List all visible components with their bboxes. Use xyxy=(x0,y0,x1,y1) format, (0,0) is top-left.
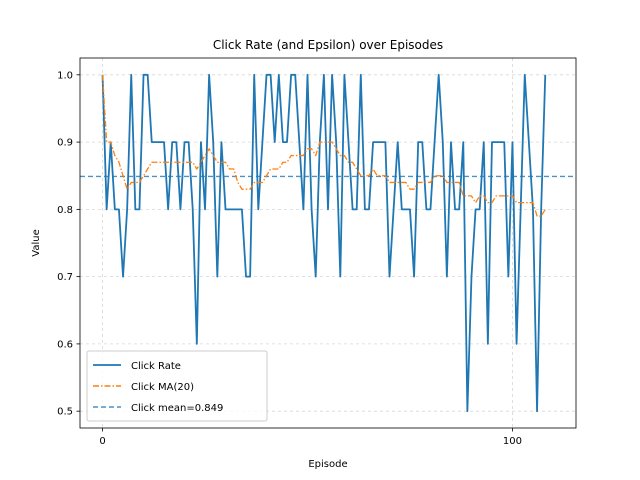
x-tick-label: 100 xyxy=(503,436,522,447)
chart-title: Click Rate (and Epsilon) over Episodes xyxy=(213,38,443,52)
plot-frame xyxy=(79,57,577,429)
legend-label-click-ma: Click MA(20) xyxy=(131,382,194,393)
legend-label-click-rate: Click Rate xyxy=(131,361,181,372)
series-layer xyxy=(101,73,547,413)
x-axis-title: Episode xyxy=(308,459,347,470)
legend: Click Rate Click MA(20) Click mean=0.849 xyxy=(86,350,268,422)
y-tick-label: 0.7 xyxy=(57,272,73,283)
y-tick-label: 0.9 xyxy=(57,138,73,149)
legend-box xyxy=(86,350,268,422)
y-axis-title: Value xyxy=(31,229,42,256)
x-axis: 0 100 xyxy=(99,428,522,447)
x-tick-label: 0 xyxy=(99,436,105,447)
y-tick-label: 0.5 xyxy=(57,407,73,418)
y-tick-label: 1.0 xyxy=(57,70,73,81)
series-line-click-rate xyxy=(101,73,547,413)
series-line-click-ma-20 xyxy=(101,74,546,217)
legend-label-click-mean: Click mean=0.849 xyxy=(131,403,223,414)
y-tick-label: 0.8 xyxy=(57,205,73,216)
y-tick-label: 0.6 xyxy=(57,339,73,350)
y-axis: 0.5 0.6 0.7 0.8 0.9 1.0 xyxy=(57,70,80,418)
